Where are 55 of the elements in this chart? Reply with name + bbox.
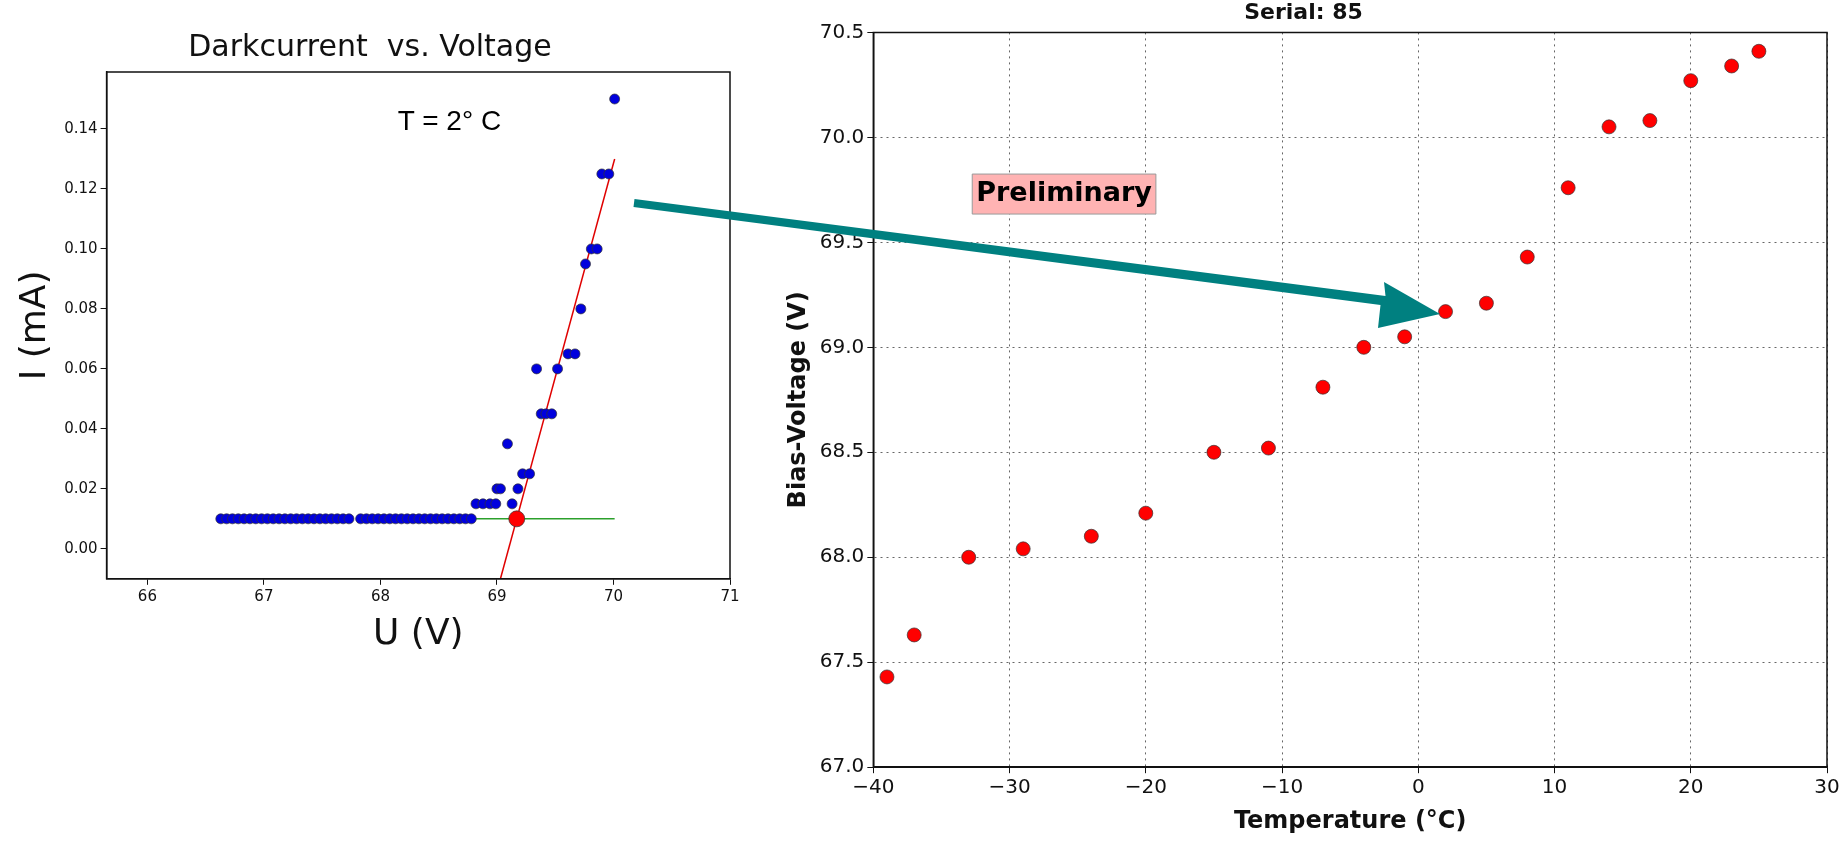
point: [1015, 541, 1031, 557]
y-tick-label: 0.02: [64, 478, 98, 497]
x-tick-label: 67: [254, 586, 274, 605]
point: [1138, 505, 1154, 521]
point: [1724, 58, 1739, 74]
y-tick-label: 70.5: [819, 18, 865, 43]
y-tick-label: 0.04: [64, 418, 98, 437]
point: [1479, 295, 1494, 311]
point: [1751, 43, 1767, 59]
x-tick-label: 68: [370, 586, 390, 605]
y-tick-label: 68.0: [819, 543, 865, 568]
y-tick-label: 69.0: [819, 333, 865, 358]
x-tick-label: −10: [1260, 774, 1304, 799]
point: [1560, 180, 1576, 196]
chart-title: Darkcurrent vs. Voltage: [188, 27, 552, 63]
y-tick-label: 0.00: [64, 538, 98, 557]
y-axis-title: Bias-Voltage (V): [782, 291, 811, 509]
y-tick-label: 0.08: [64, 298, 98, 317]
x-tick-label: 66: [137, 586, 157, 605]
y-tick-label: 0.10: [64, 238, 98, 257]
point: [1083, 528, 1099, 544]
point: [1642, 113, 1658, 128]
x-tick-label: 69: [487, 586, 507, 605]
annotation: Preliminary: [976, 176, 1153, 208]
x-tick-label: −30: [988, 774, 1031, 799]
point: [1356, 339, 1372, 355]
x-tick-label: 20: [1678, 774, 1704, 799]
x-tick-label: 70: [603, 586, 624, 605]
y-tick-label: 68.5: [819, 438, 865, 463]
y-tick-label: 0.06: [64, 358, 98, 377]
x-axis-title: Temperature (°C): [1233, 805, 1467, 834]
point: [1315, 379, 1331, 395]
point: [1519, 249, 1535, 265]
y-tick-label: 67.5: [819, 648, 865, 673]
x-tick-label: −20: [1124, 774, 1167, 799]
point: [961, 549, 977, 565]
y-tick-label: 0.12: [64, 178, 98, 197]
chart-title: Serial: 85: [1244, 0, 1363, 24]
point: [1683, 73, 1699, 89]
point: [906, 627, 922, 643]
point: [1397, 329, 1413, 345]
point: [1438, 304, 1453, 319]
x-tick-label: 10: [1541, 774, 1568, 799]
point: [1261, 440, 1276, 456]
x-axis-title: U (V): [373, 610, 464, 652]
x-tick-label: 30: [1814, 774, 1840, 799]
y-tick-label: 70.0: [819, 123, 865, 148]
point: [1206, 444, 1222, 460]
annotation: T = 2° C: [397, 105, 502, 137]
point: [1601, 119, 1617, 135]
y-axis-title: I (mA): [11, 270, 53, 381]
y-tick-label: 0.14: [64, 118, 98, 137]
x-tick-label: 0: [1411, 774, 1425, 799]
x-tick-label: 71: [720, 586, 740, 605]
point: [879, 669, 895, 685]
